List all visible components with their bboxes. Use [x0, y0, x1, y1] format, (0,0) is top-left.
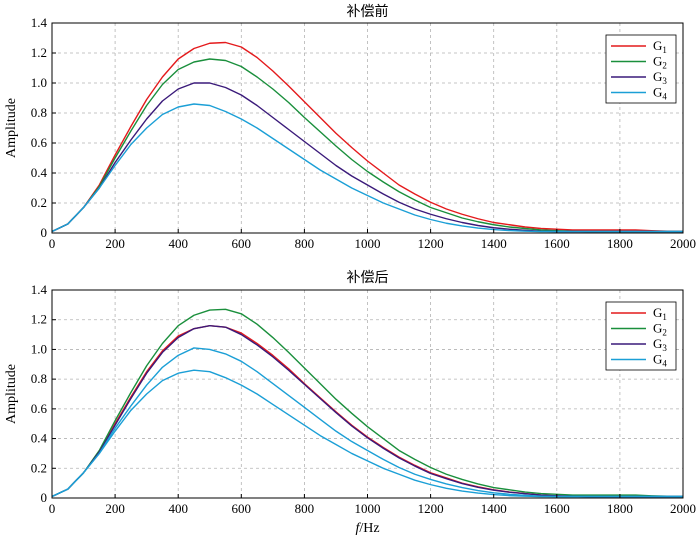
- x-tick-label: 1200: [418, 236, 444, 251]
- y-tick-label: 1.0: [31, 75, 47, 90]
- x-tick-label: 200: [105, 236, 125, 251]
- x-tick-label: 1400: [481, 501, 507, 516]
- legend-label-sub: 3: [662, 343, 667, 353]
- y-tick-label: 1.2: [31, 312, 47, 327]
- chart-panel-1: 0 200 400 600 800 1000 1200 1400 1600 1800 2000 0 0.…: [4, 3, 696, 251]
- y-tick-label: 0.2: [31, 195, 47, 210]
- y-axis-label: Amplitude: [4, 364, 19, 424]
- legend-label-name: G: [653, 321, 662, 336]
- y-tick-label: 1.0: [31, 341, 47, 356]
- legend-label-name: G: [653, 69, 662, 84]
- y-tick-label: 0.8: [31, 105, 47, 120]
- x-tick-label: 800: [295, 501, 315, 516]
- legend-label-sub: 1: [662, 45, 667, 55]
- x-tick-label: 0: [49, 236, 56, 251]
- y-tick-label: 0: [41, 225, 48, 240]
- chart-title: 补偿前: [347, 3, 389, 20]
- y-tick-label: 1.2: [31, 45, 47, 60]
- legend-label-sub: 2: [662, 61, 667, 71]
- x-tick-label: 400: [168, 501, 188, 516]
- x-axis-label: f/Hz: [355, 521, 379, 536]
- y-tick-label: 0: [41, 490, 48, 505]
- legend-label: G2: [653, 54, 667, 71]
- y-tick-label: 0.6: [31, 401, 48, 416]
- legend-label-sub: 4: [662, 359, 667, 369]
- y-tick-label: 0.2: [31, 460, 47, 475]
- y-tick-label: 0.6: [31, 135, 48, 150]
- x-tick-label: 1400: [481, 236, 507, 251]
- x-tick-label: 2000: [670, 501, 696, 516]
- legend-label: G3: [653, 336, 667, 353]
- y-tick-label: 1.4: [31, 15, 48, 30]
- x-tick-label: 1600: [544, 501, 570, 516]
- series-line-g4: [51, 103, 683, 233]
- legend-label: G2: [653, 321, 667, 338]
- x-tick-label: 1200: [418, 501, 444, 516]
- legend-label: G4: [653, 85, 667, 102]
- x-tick-label: 1000: [355, 236, 381, 251]
- x-tick-label: 200: [105, 501, 125, 516]
- x-tick-label: 400: [168, 236, 188, 251]
- x-tick-label: 2000: [670, 236, 696, 251]
- y-axis-label: Amplitude: [4, 98, 19, 158]
- x-tick-label: 800: [295, 236, 315, 251]
- y-tick-label: 0.4: [31, 431, 48, 446]
- legend-label-name: G: [653, 38, 662, 53]
- series-line-g2: [51, 308, 684, 498]
- legend-label: G1: [653, 38, 667, 55]
- x-tick-label: 1600: [544, 236, 570, 251]
- y-tick-label: 0.8: [31, 371, 47, 386]
- x-tick-label: 600: [232, 501, 252, 516]
- x-tick-label: 1800: [607, 501, 633, 516]
- legend-label-name: G: [653, 336, 662, 351]
- legend-label: G4: [653, 352, 667, 369]
- chart-panel-2: 0 200 400 600 800 1000 1200 1400 1600 1800 2000 0 0.…: [4, 270, 696, 536]
- x-axis-label-var: f: [355, 521, 361, 536]
- legend-label-sub: 2: [662, 328, 667, 338]
- legend-label-name: G: [653, 54, 662, 69]
- x-tick-label: 1000: [355, 501, 381, 516]
- x-axis-label-unit: /Hz: [359, 521, 379, 536]
- x-tick-label: 1800: [607, 236, 633, 251]
- y-tick-label: 1.4: [31, 282, 48, 297]
- legend-label-name: G: [653, 85, 662, 100]
- series-line-g1: [51, 41, 684, 233]
- legend-label-sub: 3: [662, 76, 667, 86]
- legend-label-sub: 1: [662, 312, 667, 322]
- x-tick-label: 0: [49, 501, 56, 516]
- chart-title: 补偿后: [347, 270, 389, 286]
- y-tick-label: 0.4: [31, 165, 48, 180]
- legend-label-name: G: [653, 352, 662, 367]
- legend-label-name: G: [653, 305, 662, 320]
- x-tick-label: 600: [232, 236, 252, 251]
- legend-label-sub: 4: [662, 92, 667, 102]
- legend-label: G1: [653, 305, 667, 322]
- legend-label: G3: [653, 69, 667, 86]
- series-line-extra: [51, 369, 683, 498]
